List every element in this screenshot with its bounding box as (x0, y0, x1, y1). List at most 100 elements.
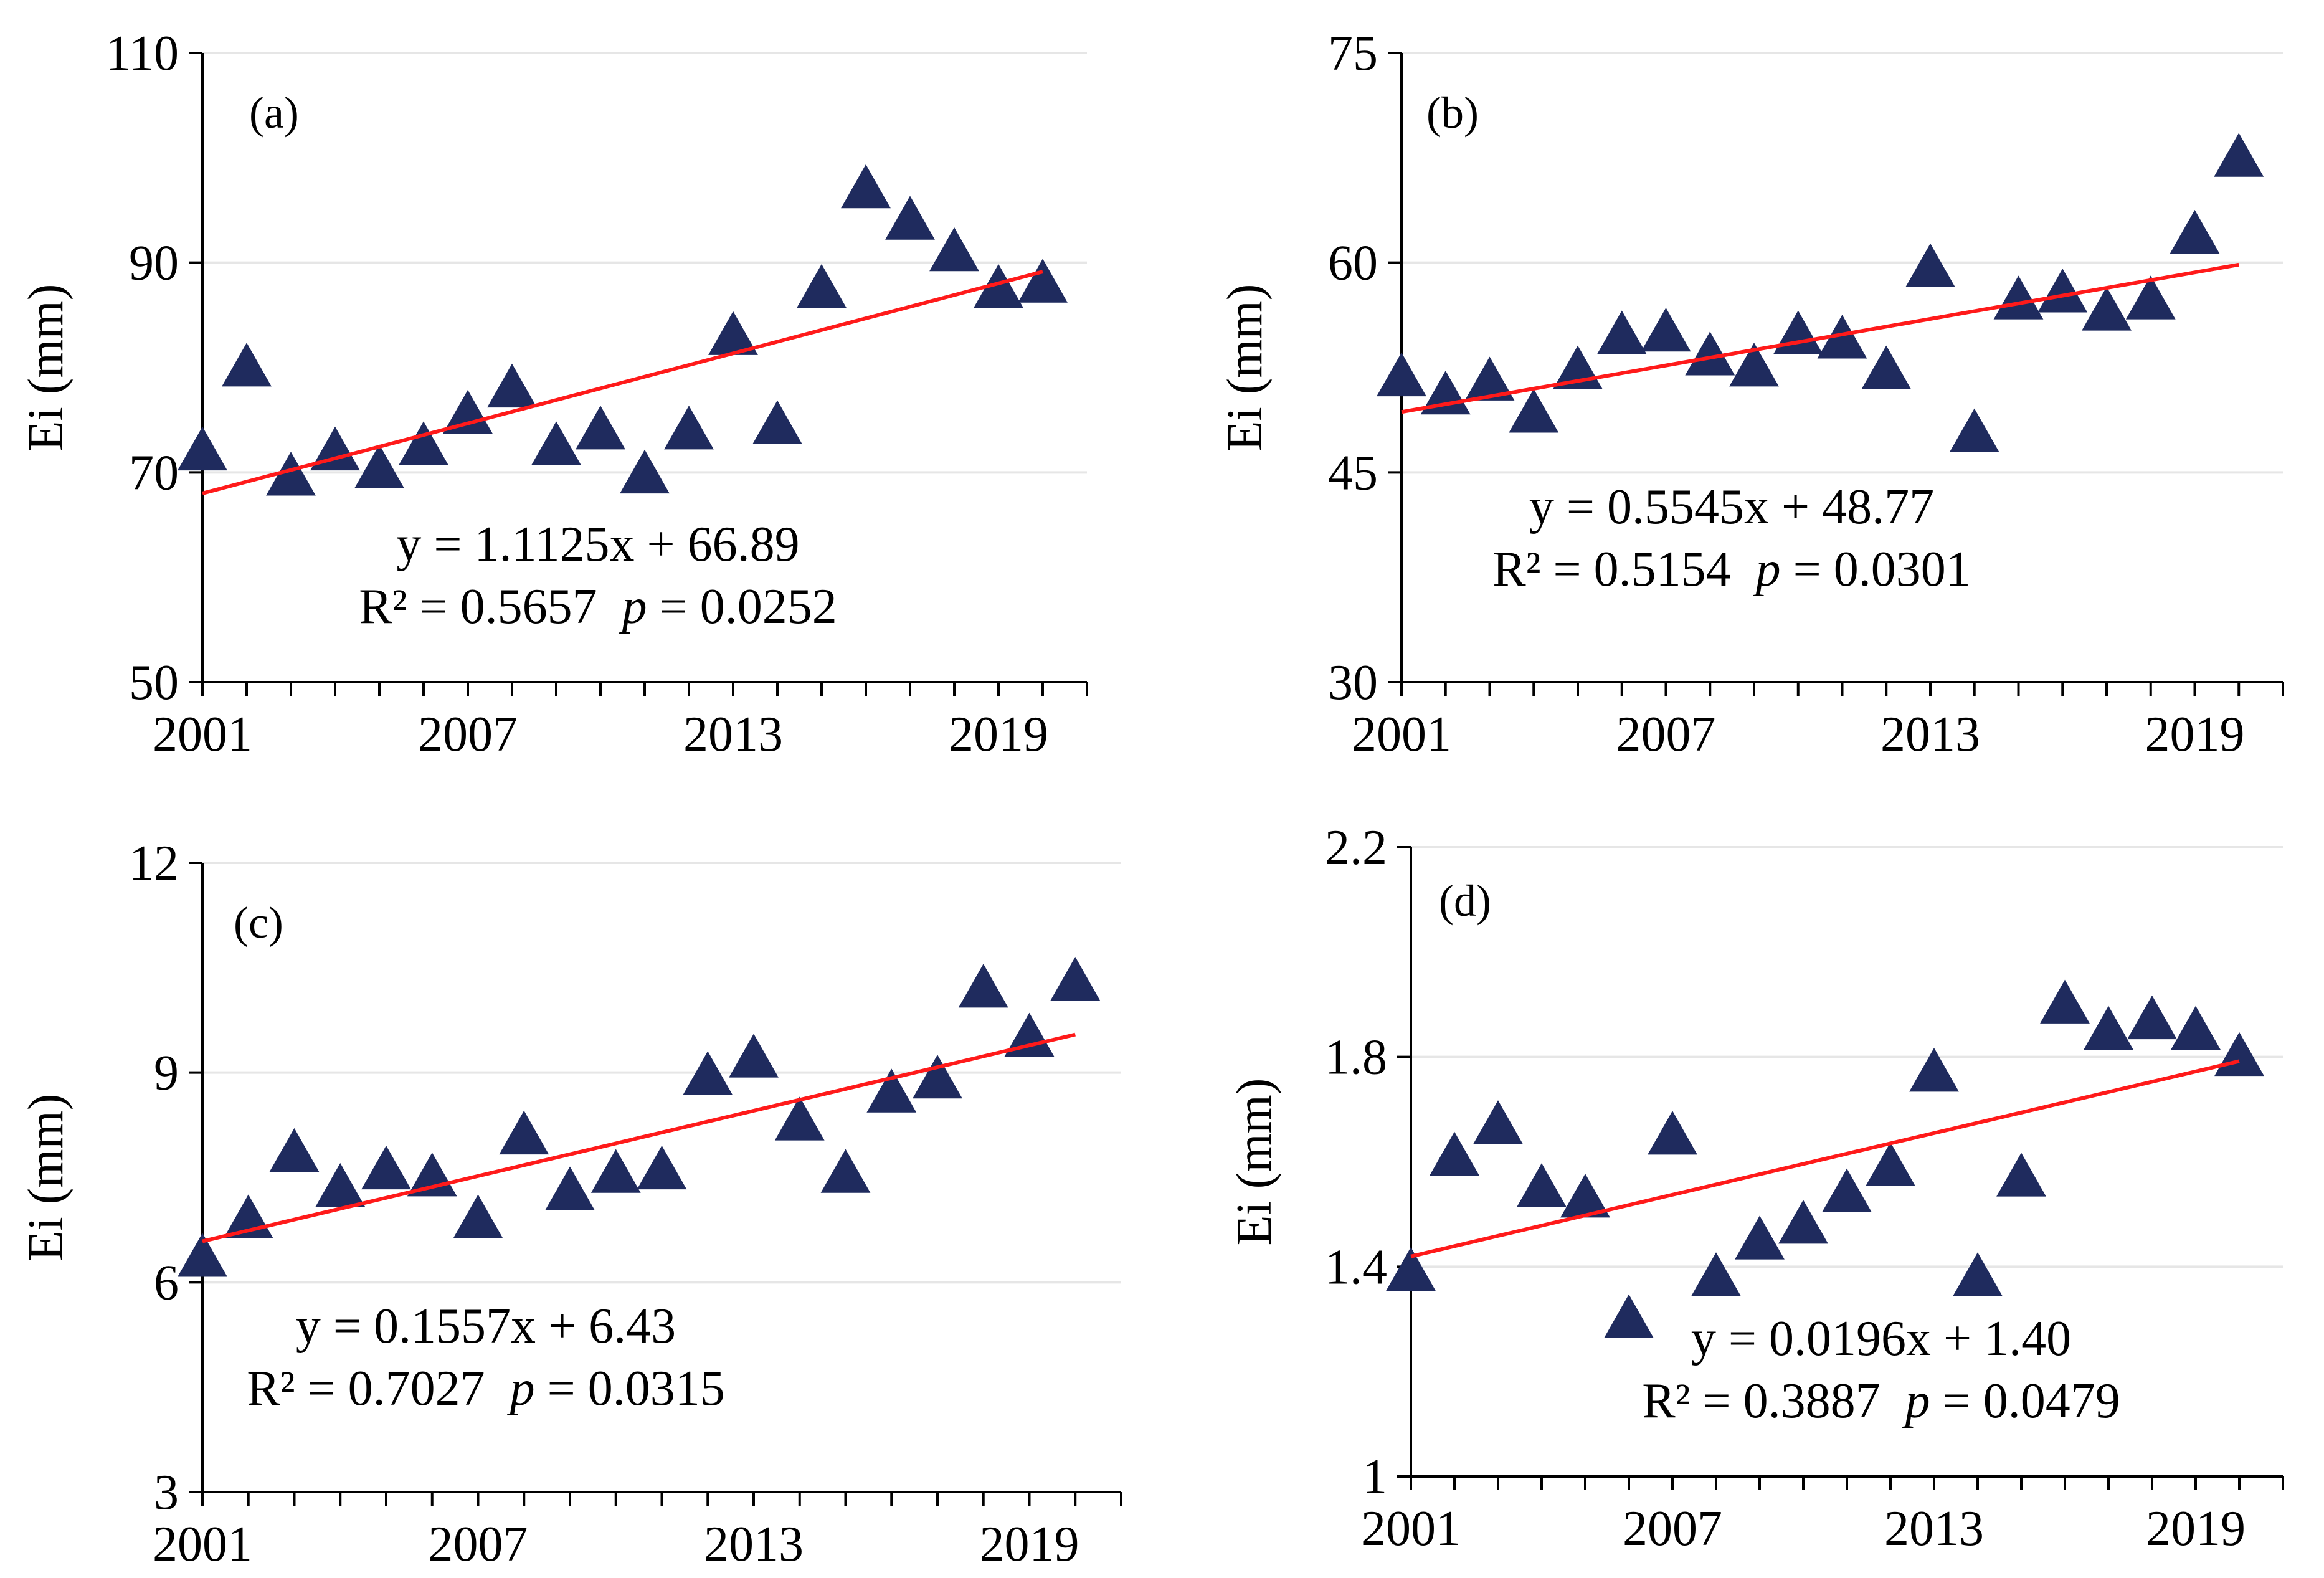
data-point (269, 1128, 320, 1172)
r-squared-text: R² = 0.3887 (1642, 1374, 1892, 1428)
data-point (841, 164, 891, 209)
chart-panel-2: 30 45 60 75 2001 2007 2013 2019 Ei (mm) (b) y = 0.… (1218, 26, 2284, 762)
data-point (885, 196, 935, 240)
data-point (2171, 1005, 2221, 1050)
data-point (1735, 1215, 1785, 1260)
data-point (1386, 1247, 1436, 1291)
data-point (929, 227, 979, 272)
y-tick-label: 110 (106, 26, 179, 81)
data-point (1905, 243, 1955, 288)
y-axis-title: Ei (mm) (19, 1094, 74, 1262)
data-point (1822, 1168, 1872, 1212)
data-point (361, 1145, 411, 1190)
data-point (620, 449, 670, 494)
trend-equation: y = 0.0196x + 1.40 (1691, 1311, 2071, 1366)
data-point (974, 264, 1023, 308)
y-tick-label: 9 (154, 1046, 179, 1101)
data-point (1004, 1012, 1055, 1057)
trend-line (202, 270, 1043, 495)
p-value-text: = 0.0252 (647, 579, 837, 634)
y-tick-label: 70 (129, 445, 179, 500)
data-point (399, 421, 448, 465)
trend-equation: y = 1.1125x + 66.89 (396, 517, 799, 572)
y-tick-label: 6 (154, 1255, 179, 1310)
data-point (1729, 343, 1779, 387)
data-point (310, 426, 360, 471)
data-point (1509, 389, 1559, 433)
p-value-text: = 0.0479 (1930, 1374, 2120, 1428)
y-tick-label: 1.8 (1325, 1030, 1387, 1085)
data-point (1817, 315, 1867, 359)
trend-line (1410, 1059, 2240, 1258)
p-symbol: p (507, 1361, 535, 1416)
data-point (453, 1194, 503, 1238)
data-point (499, 1110, 549, 1155)
x-tick-label: 2001 (153, 707, 252, 762)
data-point (913, 1054, 962, 1099)
data-point (2127, 995, 2177, 1040)
data-point (2082, 287, 2132, 331)
y-tick-label: 3 (154, 1465, 179, 1520)
data-point (1778, 1200, 1828, 1244)
x-tick-label: 2007 (429, 1517, 528, 1572)
data-point (1953, 1252, 2003, 1296)
y-tick-label: 50 (129, 655, 179, 710)
data-point (2214, 133, 2264, 177)
data-point (443, 389, 493, 434)
x-tick-label: 2007 (1616, 707, 1716, 762)
data-point (866, 1068, 917, 1113)
p-symbol: p (1902, 1374, 1930, 1428)
data-point (1050, 956, 1101, 1001)
x-tick-label: 2007 (1623, 1501, 1722, 1556)
x-tick-label: 2007 (418, 707, 518, 762)
data-point (1560, 1174, 1610, 1218)
y-tick-label: 60 (1328, 236, 1378, 291)
x-tick-label: 2001 (153, 1517, 252, 1572)
data-point (708, 311, 758, 355)
data-point (1377, 352, 1426, 397)
data-point (1641, 307, 1691, 352)
data-point (774, 1096, 825, 1141)
data-point (354, 444, 404, 488)
data-point (545, 1166, 595, 1210)
data-point (531, 421, 581, 465)
data-point (1473, 1100, 1523, 1144)
trend-equation: y = 0.1557x + 6.43 (296, 1299, 676, 1354)
y-tick-label: 45 (1328, 445, 1378, 500)
data-point (178, 426, 227, 471)
x-tick-label: 2019 (2145, 707, 2245, 762)
p-value-text: = 0.0315 (535, 1361, 725, 1416)
y-tick-label: 2.2 (1325, 820, 1387, 875)
data-point (1430, 1131, 1479, 1176)
data-point (266, 452, 316, 496)
y-axis-title: Ei (mm) (1227, 1078, 1282, 1246)
x-tick-label: 2013 (683, 707, 783, 762)
trend-line (202, 1032, 1076, 1243)
x-tick-label: 2013 (1881, 707, 1980, 762)
data-point (315, 1162, 366, 1207)
r-squared-text: R² = 0.7027 (247, 1361, 497, 1416)
trend-stats: R² = 0.5657 p = 0.0252 (359, 579, 837, 634)
data-point (1866, 1142, 1915, 1186)
x-tick-label: 2001 (1361, 1501, 1461, 1556)
trend-stats: R² = 0.7027 p = 0.0315 (247, 1361, 725, 1416)
trend-stats: R² = 0.3887 p = 0.0479 (1642, 1374, 2120, 1428)
data-point (1685, 331, 1735, 376)
data-point (1596, 310, 1647, 354)
chart-panel-4: 1 1.4 1.8 2.2 2001 2007 2013 2019 Ei (mm) (d) y = … (1227, 820, 2284, 1556)
data-point (590, 1149, 641, 1193)
y-tick-label: 75 (1328, 26, 1378, 81)
data-point (2214, 1032, 2264, 1077)
panel-label: (d) (1439, 876, 1491, 926)
data-point (1464, 356, 1515, 401)
data-point (2037, 269, 2088, 313)
data-point (1861, 345, 1912, 389)
chart-panel-3: 3 6 9 12 2001 2007 2013 2019 Ei (mm) (c) y = 0.155… (19, 836, 1122, 1572)
data-point (729, 1034, 779, 1078)
data-point (2040, 979, 2090, 1024)
panel-label: (b) (1426, 88, 1479, 138)
data-point (1949, 408, 1999, 452)
data-point (664, 406, 714, 450)
